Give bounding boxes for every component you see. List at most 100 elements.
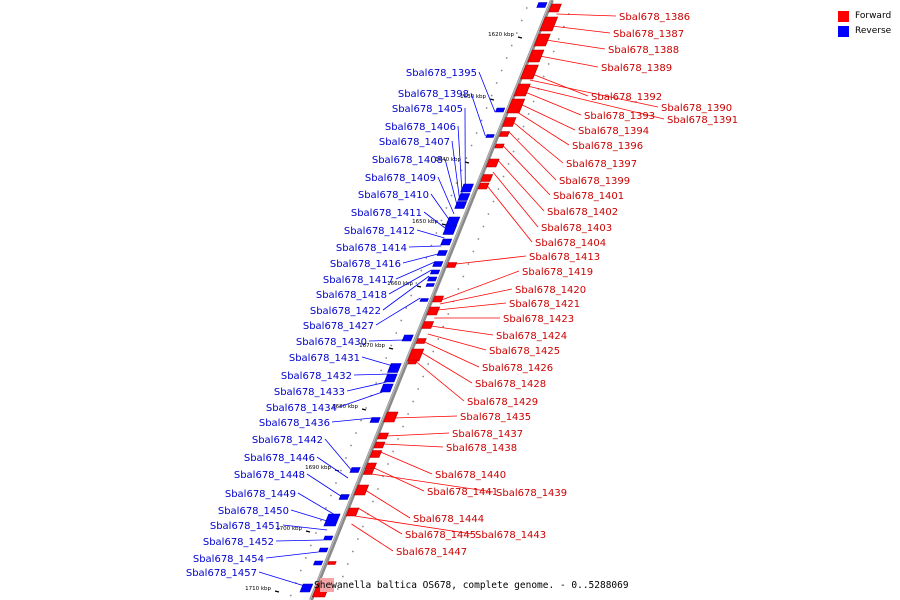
fragment-dot: [375, 382, 378, 384]
reverse-gene-label: Sbal678_1408: [372, 155, 443, 166]
reverse-gene-label: Sbal678_1449: [225, 489, 296, 500]
fragment-dot: [447, 313, 450, 315]
reverse-gene-label: Sbal678_1442: [252, 435, 323, 446]
forward-leader-line: [551, 25, 611, 34]
reverse-leader-line: [331, 417, 373, 423]
fragment-dot: [422, 375, 425, 378]
forward-gene-block: [533, 33, 551, 47]
forward-gene-label: Sbal678_1425: [489, 346, 560, 357]
forward-gene-label: Sbal678_1435: [460, 412, 531, 423]
forward-leader-line: [545, 39, 606, 50]
reverse-leader-line: [408, 245, 442, 248]
forward-gene-block: [426, 306, 441, 316]
reverse-leader-line: [258, 571, 305, 587]
forward-leader-line: [416, 361, 465, 402]
fragment-dot: [442, 325, 445, 328]
forward-leader-line: [364, 489, 411, 519]
reverse-gene-block: [427, 276, 438, 282]
forward-gene-block: [373, 441, 386, 449]
reverse-leader-line: [416, 229, 445, 239]
fragment-dot: [362, 525, 364, 528]
fragment-dot: [437, 338, 440, 340]
fragment-dot: [475, 132, 478, 134]
fragment-dot: [500, 69, 503, 72]
kbp-ticks: 1620 kbp 1630 kbp 1640 kbp 1650 kbp 1660 kbp…: [245, 32, 523, 593]
kbp-tick-mark: [388, 347, 394, 350]
reverse-leader-line: [478, 71, 496, 113]
fragment-dot: [485, 107, 488, 109]
fragment-dot: [420, 269, 423, 272]
fragment-dot: [517, 138, 520, 140]
forward-leader-line: [386, 432, 450, 437]
forward-leader-line: [497, 159, 545, 212]
fragment-dot: [532, 100, 535, 103]
fragment-dot: [385, 357, 388, 359]
reverse-gene-block: [401, 334, 414, 342]
fragment-dot: [360, 419, 362, 422]
kbp-tick-mark: [489, 98, 495, 101]
forward-gene-label: Sbal678_1420: [515, 285, 586, 296]
fragment-dot: [351, 550, 354, 553]
kbp-tick-label: 1620 kbp: [488, 32, 514, 38]
forward-leader-line: [441, 270, 520, 301]
fragment-dot: [487, 213, 490, 215]
partial-gene-block: [320, 578, 334, 592]
forward-leader-line: [380, 451, 433, 475]
forward-gene-label: Sbal678_1429: [467, 397, 538, 408]
reverse-gene-block: [460, 183, 474, 193]
forward-gene-block: [364, 462, 377, 470]
forward-gene-label: Sbal678_1445: [405, 530, 476, 541]
reverse-gene-label: Sbal678_1436: [259, 418, 330, 429]
forward-gene-label: Sbal678_1419: [522, 267, 593, 278]
forward-gene-block: [432, 295, 445, 303]
fragment-dot: [482, 225, 485, 228]
forward-gene-block: [498, 131, 510, 137]
forward-leader-line: [354, 515, 473, 535]
reverse-gene-label: Sbal678_1422: [310, 306, 381, 317]
gene-features: [299, 2, 562, 598]
forward-gene-label: Sbal678_1421: [509, 299, 580, 310]
forward-leader-line: [556, 13, 617, 17]
reverse-leader-line: [346, 381, 387, 392]
fragment-dot: [435, 232, 438, 234]
forward-gene-label: Sbal678_1386: [619, 12, 690, 23]
fragment-dot: [552, 50, 555, 53]
fragment-dot: [345, 457, 347, 459]
reverse-gene-label: Sbal678_1405: [392, 104, 463, 115]
gene-labels: Sbal678_1386 Sbal678_1387 Sbal678_1388 Sbal…: [186, 12, 738, 579]
fragment-dot: [520, 19, 523, 22]
fragment-dot: [450, 194, 453, 197]
fragment-dot: [314, 532, 317, 534]
forward-leader-line: [492, 171, 539, 228]
forward-gene-block: [421, 321, 435, 329]
fragment-dot: [336, 588, 339, 590]
forward-gene-label: Sbal678_1447: [396, 547, 467, 558]
fragment-dot: [397, 438, 399, 440]
reverse-gene-block: [369, 417, 381, 423]
legend-forward-label: Forward: [855, 11, 892, 21]
kbp-tick-mark: [305, 530, 311, 533]
fragment-dot: [505, 57, 508, 59]
reverse-gene-label: Sbal678_1417: [323, 275, 394, 286]
fragment-dot: [410, 294, 413, 297]
fragment-dot: [465, 157, 468, 159]
forward-gene-block: [407, 359, 418, 365]
reverse-gene-block: [494, 107, 506, 113]
fragment-dot: [467, 263, 470, 265]
fragment-dot: [490, 94, 493, 97]
reverse-gene-label: Sbal678_1398: [398, 89, 469, 100]
fragment-dot: [562, 25, 565, 28]
forward-gene-label: Sbal678_1428: [475, 379, 546, 390]
reverse-gene-block: [387, 363, 402, 373]
fragment-dot: [427, 363, 430, 365]
forward-gene-block: [477, 182, 490, 190]
forward-gene-block: [345, 507, 360, 517]
forward-leader-line: [486, 185, 533, 243]
reverse-leader-line: [338, 391, 383, 408]
forward-gene-label: Sbal678_1392: [591, 92, 662, 103]
forward-gene-block: [446, 262, 458, 268]
reverse-leader-line: [423, 211, 448, 231]
reverse-gene-label: Sbal678_1433: [274, 387, 345, 398]
fragment-dot: [320, 519, 322, 522]
forward-leader-line: [520, 103, 576, 131]
